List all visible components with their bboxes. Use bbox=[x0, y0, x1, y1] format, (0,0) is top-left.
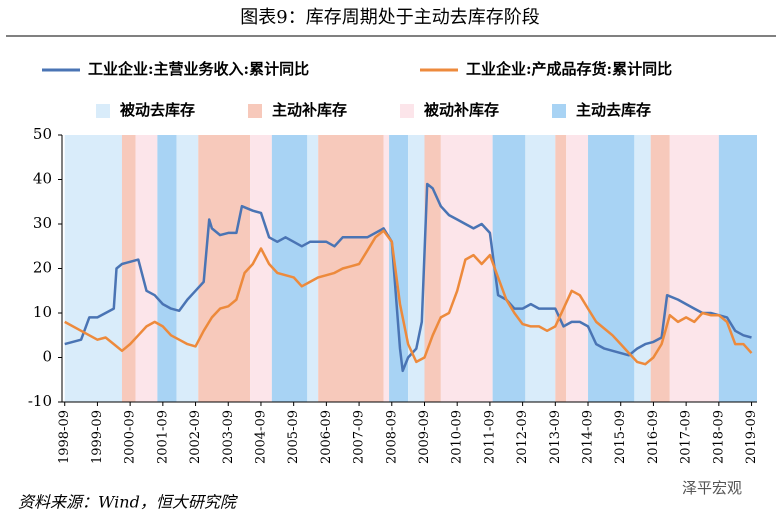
cycle-band bbox=[718, 135, 757, 402]
y-tick-label: -10 bbox=[28, 392, 52, 410]
cycle-band bbox=[318, 135, 384, 402]
cycle-band bbox=[250, 135, 272, 402]
x-tick-label: 2016-09 bbox=[646, 410, 661, 464]
legend-label: 被动去库存 bbox=[120, 101, 195, 119]
x-tick-label: 2005-09 bbox=[286, 410, 301, 464]
series-line bbox=[64, 182, 752, 373]
cycle-band bbox=[121, 135, 136, 402]
x-tick-label: 2001-09 bbox=[155, 410, 170, 464]
cycle-band bbox=[383, 135, 390, 402]
legend-swatch bbox=[96, 104, 110, 118]
x-tick-label: 2011-09 bbox=[482, 410, 497, 464]
cycle-band bbox=[634, 135, 651, 402]
cycle-band bbox=[650, 135, 670, 402]
cycle-band bbox=[198, 135, 251, 402]
cycle-band bbox=[525, 135, 556, 402]
cycle-band bbox=[271, 135, 308, 402]
legend-swatch bbox=[400, 104, 414, 118]
y-tick-label: 10 bbox=[33, 303, 52, 321]
legend-label: 主动补库存 bbox=[272, 101, 347, 119]
y-tick-label: 20 bbox=[33, 259, 52, 277]
x-tick-label: 2013-09 bbox=[548, 410, 563, 464]
y-tick-label: 0 bbox=[42, 348, 52, 366]
x-tick-label: 2008-09 bbox=[384, 410, 399, 464]
x-tick-label: 2018-09 bbox=[711, 410, 726, 464]
x-tick-label: 1998-09 bbox=[57, 410, 72, 464]
legend-swatch bbox=[552, 104, 566, 118]
chart-title: 图表9：库存周期处于主动去库存阶段 bbox=[240, 7, 539, 28]
legend-label: 工业企业:主营业务收入:累计同比 bbox=[88, 60, 309, 78]
y-tick-label: 30 bbox=[33, 214, 52, 232]
cycle-band bbox=[588, 135, 635, 402]
x-tick-label: 2019-09 bbox=[744, 410, 759, 464]
x-tick-label: 2014-09 bbox=[581, 410, 596, 464]
legend-label: 主动去库存 bbox=[576, 101, 651, 119]
cycle-band bbox=[135, 135, 158, 402]
cycle-band bbox=[389, 135, 409, 402]
legend-label: 工业企业:产成品存货:累计同比 bbox=[466, 60, 672, 78]
cycle-band bbox=[176, 135, 199, 402]
cycle-band bbox=[408, 135, 425, 402]
x-tick-label: 2012-09 bbox=[515, 410, 530, 464]
cycle-band bbox=[669, 135, 719, 402]
legend-label: 被动补库存 bbox=[424, 101, 499, 119]
cycle-band bbox=[566, 135, 589, 402]
source-note: 资料来源：Wind，恒大研究院 bbox=[18, 493, 239, 512]
series-line bbox=[64, 229, 753, 366]
cycle-band bbox=[64, 135, 122, 402]
cycle-band bbox=[307, 135, 319, 402]
cycle-band bbox=[157, 135, 177, 402]
watermark: 泽平宏观 bbox=[682, 479, 742, 497]
cycle-band bbox=[424, 135, 441, 402]
x-tick-label: 2007-09 bbox=[352, 410, 367, 464]
cycle-band bbox=[440, 135, 493, 402]
x-tick-label: 2009-09 bbox=[417, 410, 432, 464]
x-tick-label: 1999-09 bbox=[90, 410, 105, 464]
x-tick-label: 2017-09 bbox=[679, 410, 694, 464]
cycle-band bbox=[492, 135, 526, 402]
x-tick-label: 2015-09 bbox=[613, 410, 628, 464]
y-tick-label: 50 bbox=[33, 125, 52, 143]
x-tick-label: 2004-09 bbox=[253, 410, 268, 464]
x-tick-label: 2000-09 bbox=[123, 410, 138, 464]
legend-swatch bbox=[248, 104, 262, 118]
cycle-band bbox=[555, 135, 567, 402]
x-tick-label: 2002-09 bbox=[188, 410, 203, 464]
x-tick-label: 2010-09 bbox=[450, 410, 465, 464]
x-tick-label: 2003-09 bbox=[221, 410, 236, 464]
x-tick-label: 2006-09 bbox=[319, 410, 334, 464]
y-tick-label: 40 bbox=[33, 170, 52, 188]
